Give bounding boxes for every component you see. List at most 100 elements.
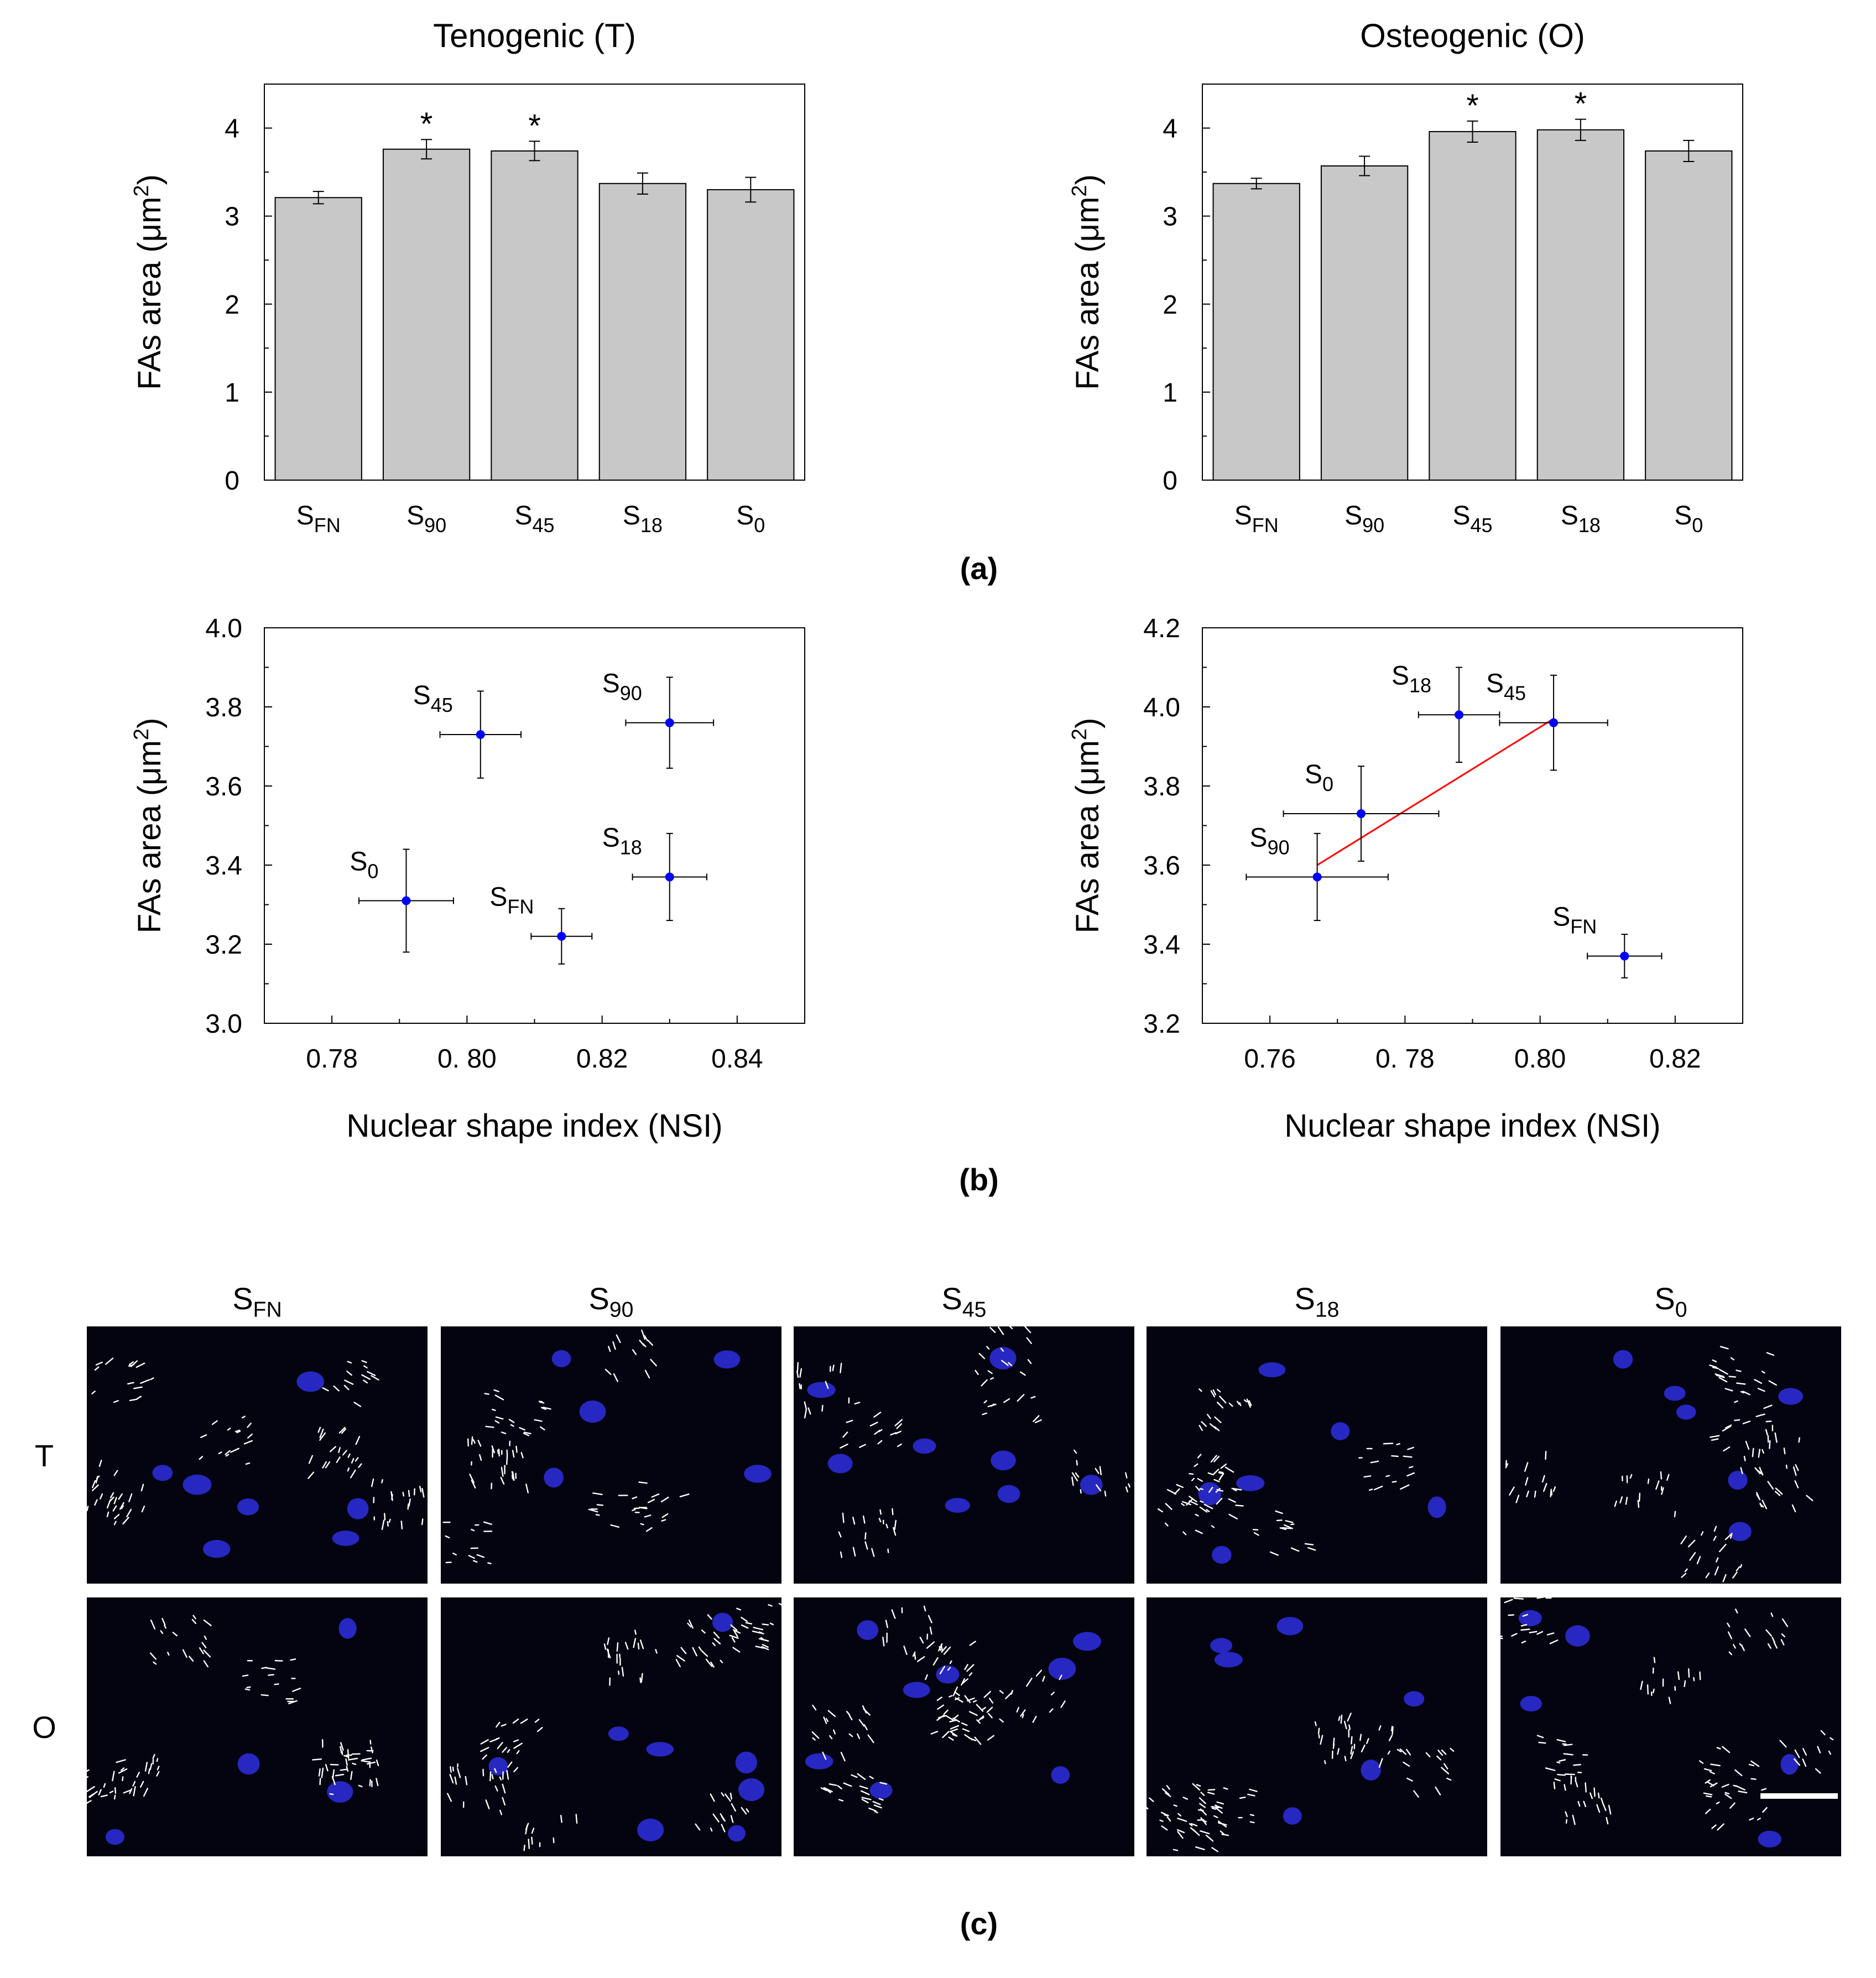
- data-point: [1455, 710, 1464, 720]
- focal-adhesion: [612, 1341, 616, 1350]
- focal-adhesion: [1593, 1787, 1596, 1797]
- focal-adhesion: [468, 1555, 475, 1559]
- x-tick-label: 0.80: [1514, 1044, 1566, 1074]
- focal-adhesion: [507, 1749, 510, 1753]
- focal-adhesion: [1736, 1382, 1746, 1385]
- focal-adhesion: [1199, 1488, 1204, 1490]
- focal-adhesion: [1745, 1440, 1750, 1450]
- micrograph: [441, 1326, 781, 1584]
- focal-adhesion: [1783, 1448, 1786, 1455]
- focal-adhesion: [139, 1781, 144, 1788]
- focal-adhesion: [113, 1470, 118, 1476]
- focal-adhesion: [87, 1786, 95, 1793]
- nucleus: [183, 1474, 212, 1495]
- focal-adhesion: [149, 1652, 157, 1660]
- focal-adhesion: [516, 1750, 520, 1755]
- focal-adhesion: [964, 1734, 973, 1741]
- focal-adhesion: [136, 1772, 140, 1778]
- focal-adhesion: [976, 1719, 981, 1724]
- focal-adhesion: [758, 1631, 764, 1635]
- focal-adhesion: [493, 1389, 499, 1392]
- focal-adhesion: [204, 1635, 207, 1640]
- focal-adhesion: [1216, 1801, 1224, 1805]
- focal-adhesion: [1217, 1388, 1221, 1393]
- focal-adhesion: [857, 1773, 866, 1780]
- focal-adhesion: [1830, 1737, 1834, 1741]
- focal-adhesion: [344, 1380, 354, 1385]
- focal-adhesion: [1071, 1476, 1074, 1486]
- focal-adhesion: [1652, 1688, 1655, 1694]
- focal-adhesion: [1216, 1497, 1223, 1505]
- nucleus: [296, 1371, 325, 1392]
- focal-adhesion: [1253, 1532, 1259, 1536]
- focal-adhesion: [707, 1614, 712, 1620]
- focal-adhesion: [1750, 1760, 1760, 1767]
- focal-adhesion: [447, 1793, 452, 1802]
- focal-adhesion: [861, 1790, 870, 1795]
- focal-adhesion: [1207, 1472, 1213, 1475]
- focal-adhesion: [1714, 1566, 1719, 1576]
- focal-adhesion: [471, 1528, 475, 1532]
- focal-adhesion: [1233, 1488, 1237, 1491]
- focal-adhesion: [1736, 1566, 1740, 1571]
- focal-adhesion: [1157, 1508, 1164, 1513]
- y-tick-label: 4.0: [205, 614, 242, 643]
- y-tick-label: 4.2: [1143, 614, 1180, 643]
- focal-adhesion: [525, 1823, 529, 1830]
- focal-adhesion: [1197, 1478, 1203, 1482]
- focal-adhesion: [164, 1625, 167, 1629]
- focal-adhesion: [1771, 1636, 1775, 1643]
- focal-adhesion: [1713, 1535, 1717, 1541]
- focal-adhesion: [1721, 1783, 1729, 1788]
- focal-adhesion: [340, 1746, 342, 1753]
- focal-adhesion: [1213, 1455, 1220, 1462]
- nucleus: [544, 1467, 564, 1488]
- focal-adhesion: [651, 1493, 660, 1498]
- focal-adhesion: [523, 1433, 530, 1436]
- bar: [707, 189, 795, 481]
- focal-adhesion: [1575, 1781, 1578, 1788]
- nucleus: [805, 1753, 833, 1769]
- nucleus: [488, 1757, 508, 1776]
- focal-adhesion: [1205, 1834, 1214, 1842]
- bar: [1320, 165, 1409, 481]
- focal-adhesion: [1392, 1726, 1394, 1735]
- focal-adhesion: [1212, 1389, 1217, 1396]
- focal-adhesion: [1536, 1597, 1545, 1599]
- x-tick-label: S18: [623, 501, 663, 537]
- y-tick-label: 1: [1163, 378, 1177, 408]
- focal-adhesion: [1828, 1750, 1832, 1755]
- focal-adhesion: [1734, 1769, 1743, 1777]
- focal-adhesion: [1032, 1715, 1037, 1723]
- focal-adhesion: [1249, 1821, 1255, 1824]
- focal-adhesion: [988, 1712, 993, 1719]
- focal-adhesion: [828, 1783, 837, 1786]
- focal-adhesion: [1189, 1496, 1197, 1502]
- focal-adhesion: [247, 1433, 253, 1439]
- focal-adhesion: [1392, 1481, 1397, 1483]
- chart-title: Osteogenic (O): [1360, 17, 1585, 54]
- focal-adhesion: [1762, 1449, 1764, 1454]
- bar: [1212, 183, 1300, 481]
- focal-adhesion: [402, 1491, 405, 1497]
- focal-adhesion: [961, 1678, 966, 1686]
- focal-adhesion: [1505, 1460, 1507, 1466]
- focal-adhesion: [1700, 1531, 1704, 1536]
- focal-adhesion: [1197, 1454, 1202, 1459]
- focal-adhesion: [457, 1768, 461, 1778]
- focal-adhesion: [954, 1691, 960, 1696]
- x-tick-label: S18: [1561, 501, 1601, 537]
- focal-adhesion: [939, 1665, 946, 1674]
- column-header: S18: [1294, 1281, 1340, 1322]
- focal-adhesion: [1802, 1748, 1807, 1756]
- focal-adhesion: [991, 1403, 995, 1407]
- focal-adhesion: [152, 1753, 155, 1759]
- focal-adhesion: [1161, 1825, 1168, 1831]
- focal-adhesion: [1024, 1326, 1031, 1334]
- focal-adhesion: [114, 1787, 117, 1794]
- focal-adhesion: [333, 1385, 340, 1392]
- nucleus: [913, 1438, 936, 1454]
- point-label: S45: [413, 681, 453, 716]
- x-tick-label: S45: [514, 501, 554, 537]
- focal-adhesion: [647, 1498, 655, 1503]
